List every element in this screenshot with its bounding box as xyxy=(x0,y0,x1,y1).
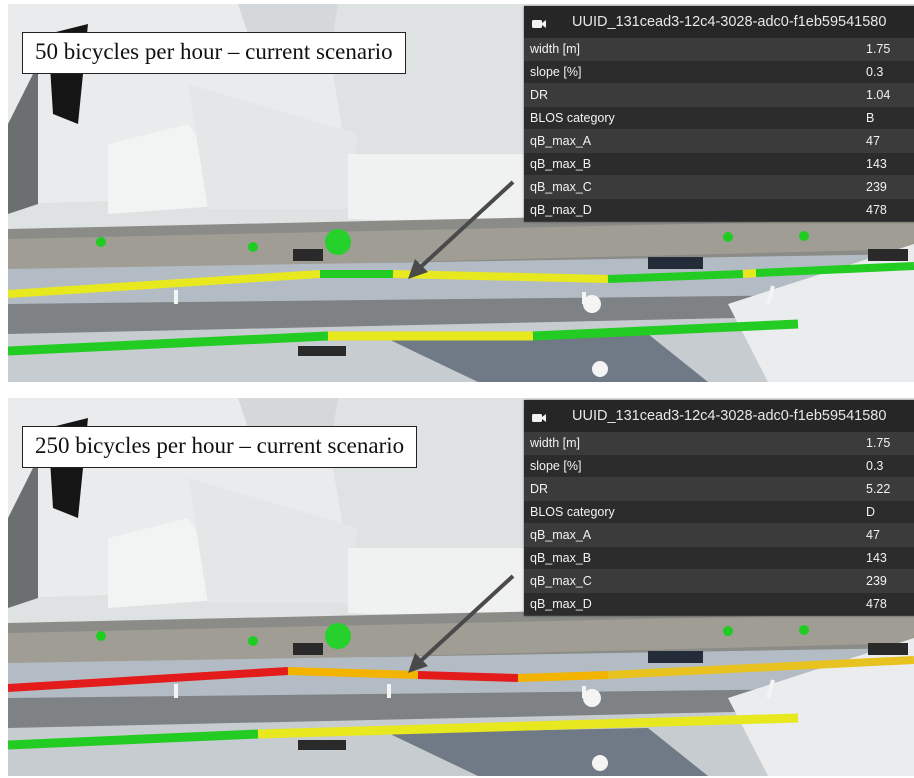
segment-info-popup[interactable]: UUID_131cead3-12c4-3028-adc0-f1eb5954158… xyxy=(524,6,914,222)
attribute-name: qB_max_A xyxy=(524,523,860,547)
table-row: qB_max_C 239 xyxy=(524,175,914,199)
attribute-value: 239 xyxy=(860,175,914,199)
attribute-value: 47 xyxy=(860,523,914,547)
attribute-name: slope [%] xyxy=(524,454,860,478)
attribute-name: qB_max_C xyxy=(524,569,860,593)
popup-header: UUID_131cead3-12c4-3028-adc0-f1eb5954158… xyxy=(524,400,914,432)
attribute-value: 239 xyxy=(860,569,914,593)
pointer-arrow xyxy=(408,653,428,673)
attribute-name: BLOS category xyxy=(524,500,860,524)
attribute-value: 1.75 xyxy=(860,38,914,61)
attribute-name: BLOS category xyxy=(524,106,860,130)
attribute-name: qB_max_B xyxy=(524,152,860,176)
popup-title: UUID_131cead3-12c4-3028-adc0-f1eb5954158… xyxy=(572,14,887,30)
map-panel-250[interactable]: 250 bicycles per hour – current scenario… xyxy=(8,398,914,776)
scenario-caption: 250 bicycles per hour – current scenario xyxy=(22,426,418,468)
attribute-table: width [m] 1.75 slope [%] 0.3 DR 1.04 BLOS c… xyxy=(524,38,914,222)
segment-info-popup[interactable]: UUID_131cead3-12c4-3028-adc0-f1eb5954158… xyxy=(524,400,914,616)
table-row: DR 5.22 xyxy=(524,477,914,501)
table-row: BLOS category B xyxy=(524,106,914,130)
table-row: width [m] 1.75 xyxy=(524,38,914,61)
attribute-value: 478 xyxy=(860,592,914,616)
map-panel-50[interactable]: 50 bicycles per hour – current scenario … xyxy=(8,4,914,382)
attribute-value: 1.04 xyxy=(860,83,914,107)
attribute-value: 478 xyxy=(860,198,914,222)
camera-icon[interactable] xyxy=(532,411,546,422)
attribute-name: slope [%] xyxy=(524,60,860,84)
attribute-name: qB_max_B xyxy=(524,546,860,570)
table-row: BLOS category D xyxy=(524,500,914,524)
attribute-table: width [m] 1.75 slope [%] 0.3 DR 5.22 BLOS c… xyxy=(524,432,914,616)
attribute-value: 0.3 xyxy=(860,454,914,478)
attribute-name: DR xyxy=(524,477,860,501)
attribute-name: qB_max_D xyxy=(524,592,860,616)
table-row: slope [%] 0.3 xyxy=(524,454,914,478)
attribute-value: 143 xyxy=(860,546,914,570)
attribute-name: qB_max_C xyxy=(524,175,860,199)
table-row: width [m] 1.75 xyxy=(524,432,914,455)
table-row: qB_max_C 239 xyxy=(524,569,914,593)
table-row: qB_max_D 478 xyxy=(524,198,914,222)
table-row: qB_max_B 143 xyxy=(524,152,914,176)
attribute-name: qB_max_D xyxy=(524,198,860,222)
popup-header: UUID_131cead3-12c4-3028-adc0-f1eb5954158… xyxy=(524,6,914,38)
attribute-name: DR xyxy=(524,83,860,107)
attribute-value: 5.22 xyxy=(860,477,914,501)
table-row: qB_max_A 47 xyxy=(524,523,914,547)
table-row: slope [%] 0.3 xyxy=(524,60,914,84)
scenario-caption: 50 bicycles per hour – current scenario xyxy=(22,32,406,74)
pointer-arrow xyxy=(408,259,428,279)
attribute-value: 0.3 xyxy=(860,60,914,84)
table-row: qB_max_A 47 xyxy=(524,129,914,153)
attribute-name: qB_max_A xyxy=(524,129,860,153)
attribute-name: width [m] xyxy=(524,432,860,455)
attribute-value: 1.75 xyxy=(860,432,914,455)
attribute-value: B xyxy=(860,106,914,130)
table-row: qB_max_D 478 xyxy=(524,592,914,616)
camera-icon[interactable] xyxy=(532,17,546,28)
attribute-value: D xyxy=(860,500,914,524)
table-row: DR 1.04 xyxy=(524,83,914,107)
attribute-name: width [m] xyxy=(524,38,860,61)
table-row: qB_max_B 143 xyxy=(524,546,914,570)
attribute-value: 47 xyxy=(860,129,914,153)
popup-title: UUID_131cead3-12c4-3028-adc0-f1eb5954158… xyxy=(572,408,887,424)
attribute-value: 143 xyxy=(860,152,914,176)
